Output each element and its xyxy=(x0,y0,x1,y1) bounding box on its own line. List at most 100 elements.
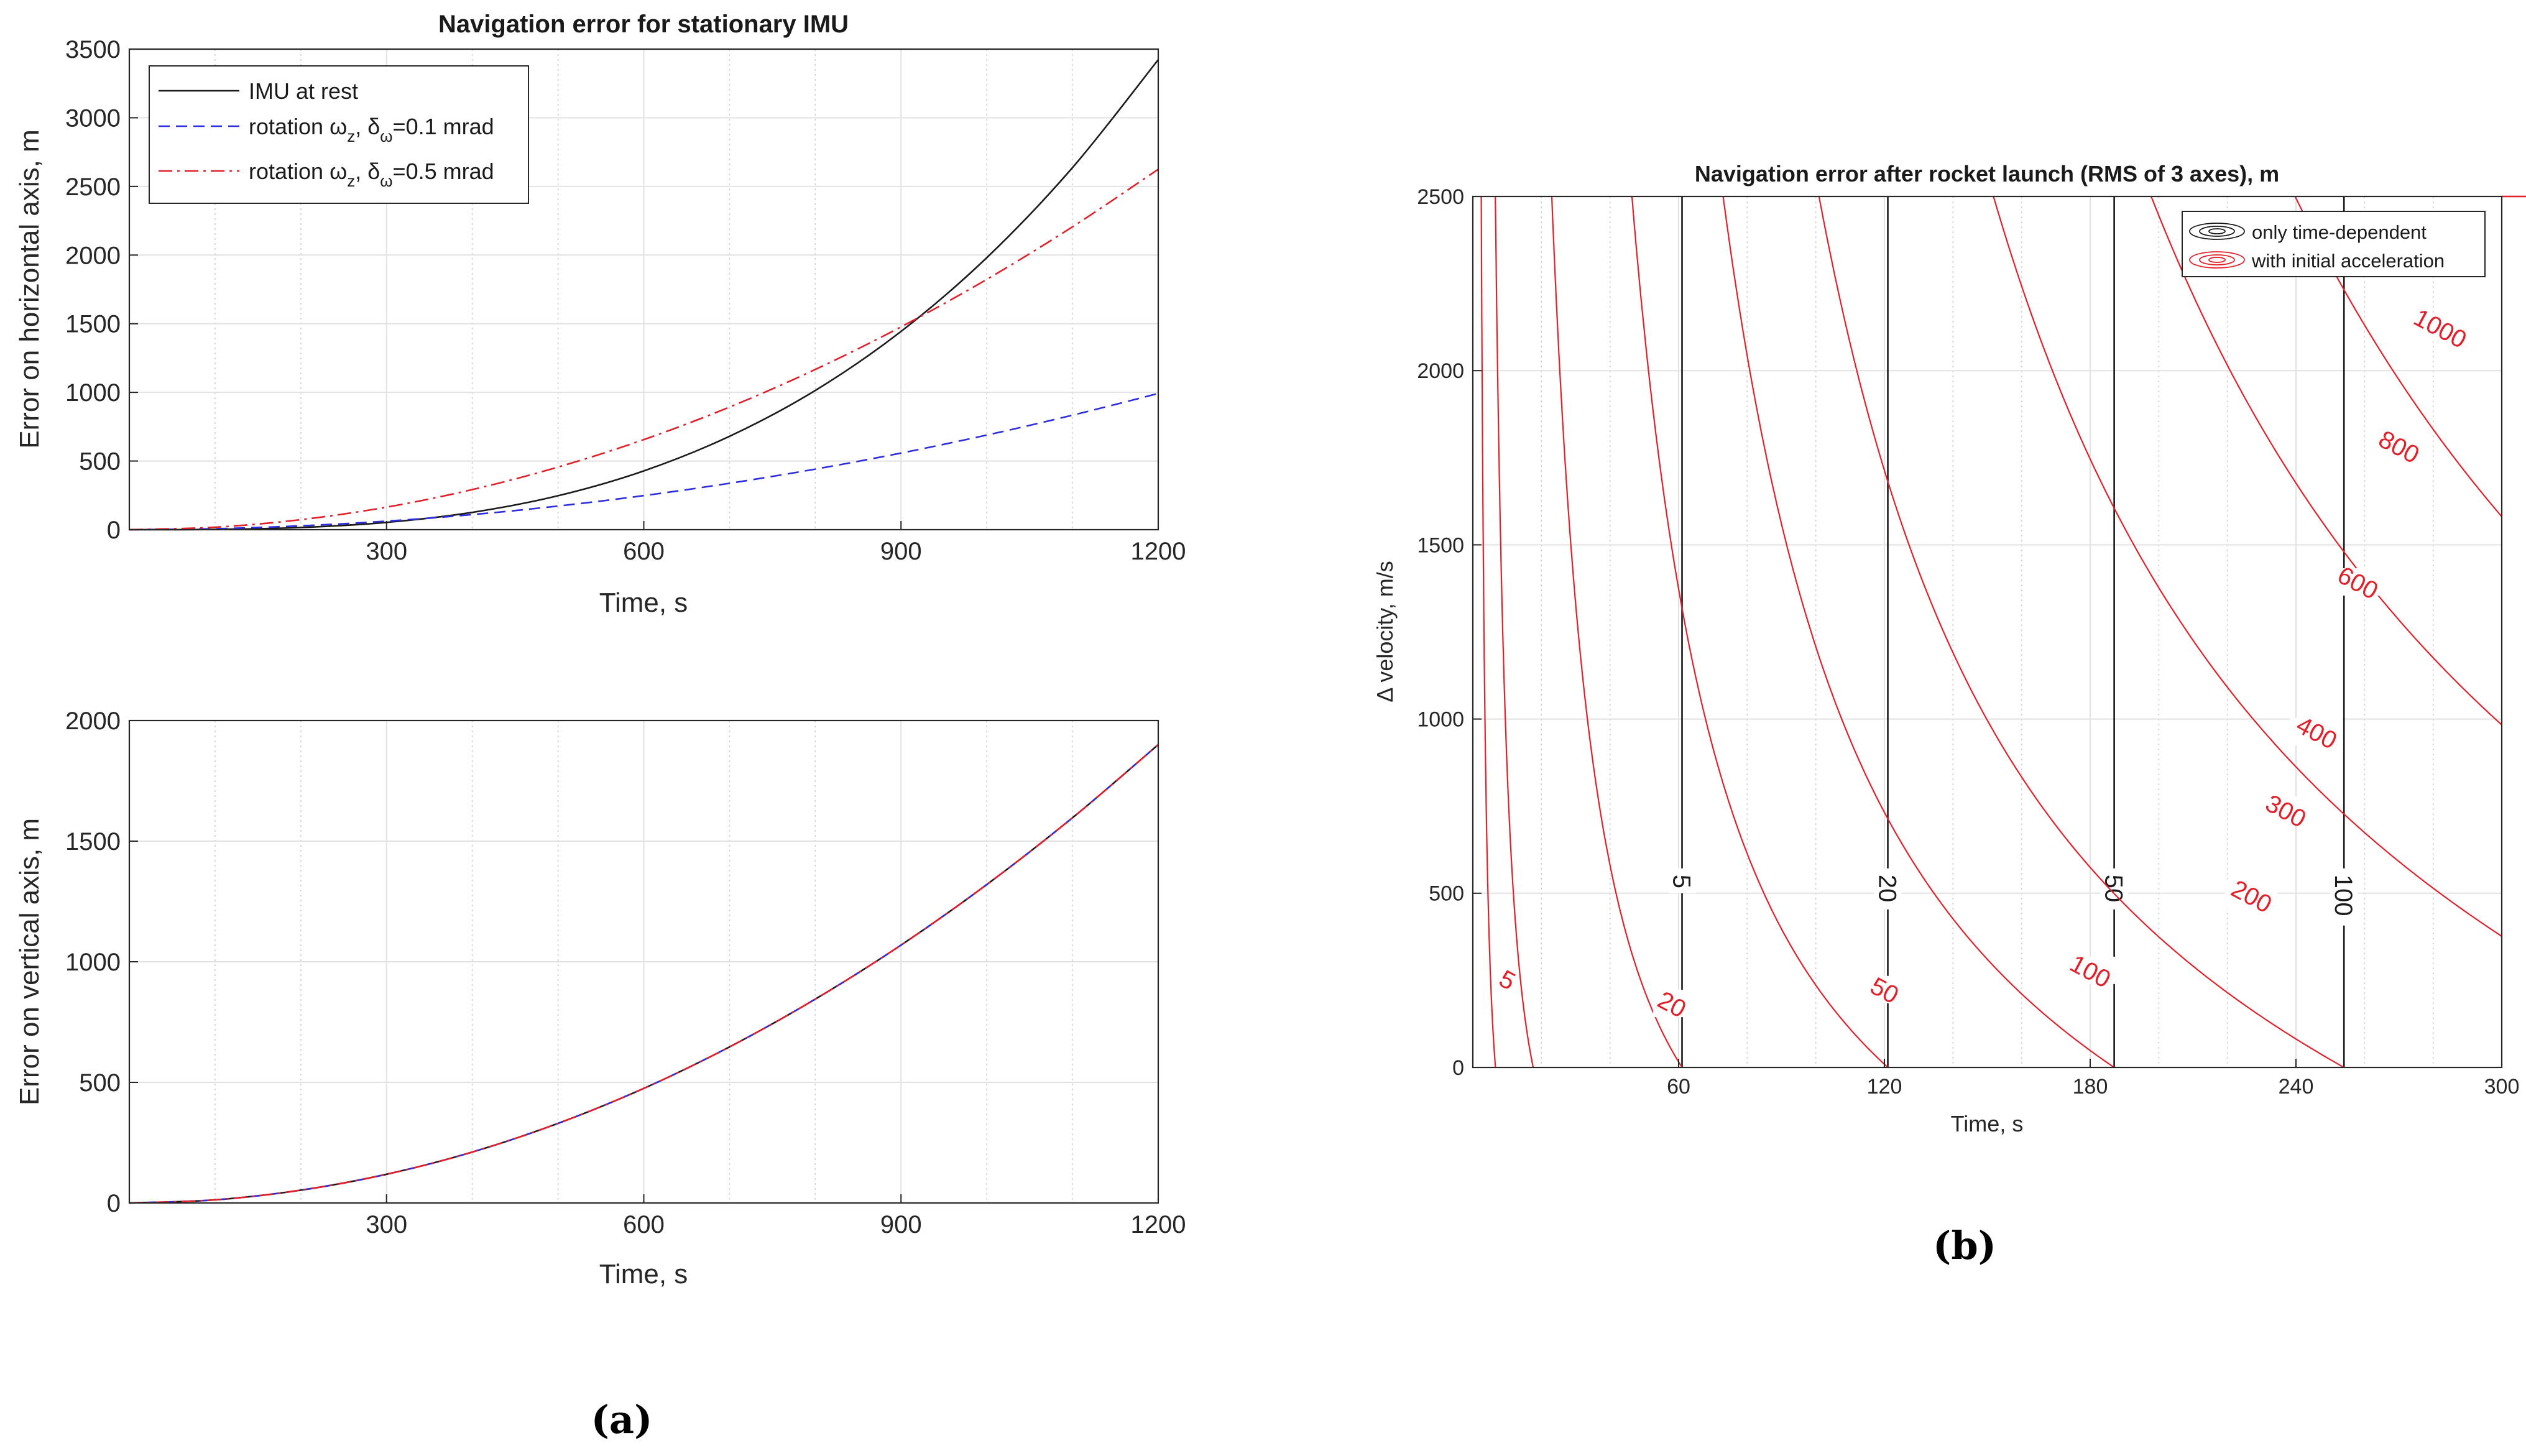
x-tick-label: 600 xyxy=(623,538,665,565)
y-tick-label: 3000 xyxy=(65,104,121,132)
x-tick-label: 120 xyxy=(1867,1075,1902,1099)
chart-title: Navigation error for stationary IMU xyxy=(438,11,849,38)
contour-label-bg xyxy=(2330,868,2358,926)
y-tick-label: 1500 xyxy=(1417,533,1464,557)
y-axis-label: Error on horizontal axis, m xyxy=(14,129,45,449)
contour-label-bg xyxy=(1866,975,1903,1003)
chart-title: Navigation error after rocket launch (RM… xyxy=(1695,161,2279,187)
legend-entry: only time-dependent xyxy=(2189,221,2427,243)
plot-area xyxy=(1473,196,2502,1067)
contour-label-bg xyxy=(1874,868,1902,910)
contour-line-accel xyxy=(2150,196,2502,726)
vertical-error-chart: 300 600 900 1200 0 500 1000 1500 2000 Time, s Er… xyxy=(14,707,1186,1289)
y-tick-label: 1500 xyxy=(65,828,121,855)
tick-labels: 60 120 180 240 300 0 500 1000 1500 2000 2500 xyxy=(1417,185,2519,1099)
contour-label: 50 xyxy=(2100,875,2127,903)
series-line-2 xyxy=(129,168,1159,531)
y-tick-label: 1500 xyxy=(65,311,121,338)
y-tick-label: 500 xyxy=(79,1069,121,1097)
x-axis-label: Time, s xyxy=(599,587,688,618)
contour-line-accel xyxy=(1631,196,1889,1068)
grid xyxy=(1473,196,2502,1067)
x-axis-label: Time, s xyxy=(1951,1111,2024,1136)
x-tick-label: 900 xyxy=(880,538,922,565)
y-tick-label: 3500 xyxy=(65,36,121,63)
y-tick-label: 1000 xyxy=(65,379,121,407)
grid xyxy=(129,49,1158,530)
contour-label-bg xyxy=(2290,718,2343,746)
legend-entry: IMU at rest xyxy=(159,78,358,104)
x-tick-label: 900 xyxy=(880,1211,922,1238)
grid xyxy=(129,721,1158,1203)
legend: IMU at rest rotation ωz, δω=0.1 mrad rot… xyxy=(149,65,529,204)
legend-entry: rotation ωz, δω=0.5 mrad xyxy=(159,159,494,190)
contour-swatch-icon xyxy=(2189,223,2245,240)
x-tick-label: 300 xyxy=(2484,1075,2520,1099)
legend-box xyxy=(2182,211,2486,277)
legend-entry: with initial acceleration xyxy=(2189,250,2445,272)
caption-b: (b) xyxy=(1933,1223,1996,1268)
x-tick-label: 240 xyxy=(2279,1075,2314,1099)
x-tick-label: 300 xyxy=(366,538,407,565)
contour-label-bg xyxy=(2372,432,2425,460)
y-tick-label: 2000 xyxy=(65,707,121,735)
contour-label: 20 xyxy=(1874,875,1901,903)
x-tick-label: 600 xyxy=(623,1211,665,1238)
x-tick-label: 60 xyxy=(1667,1075,1690,1099)
contour-label: 5 xyxy=(1668,875,1695,888)
contour-label-bg xyxy=(1496,965,1519,993)
series-group xyxy=(129,59,1159,531)
series-line-2 xyxy=(129,744,1159,1204)
x-tick-label: 1200 xyxy=(1131,538,1186,565)
contour-label-bg xyxy=(1653,990,1690,1018)
y-tick-label: 0 xyxy=(107,1190,121,1217)
contour-line-accel-near-origin xyxy=(1495,196,1534,1068)
contour-label-bg xyxy=(2331,568,2384,596)
y-tick-label: 1000 xyxy=(1417,708,1464,732)
caption-a: (a) xyxy=(591,1397,653,1442)
y-tick-label: 2000 xyxy=(65,242,121,269)
contour-line-accel xyxy=(1818,196,2344,1068)
tick-labels: 300 600 900 1200 0 500 1000 1500 2000 2500 3000 350… xyxy=(65,36,1186,565)
y-tick-label: 0 xyxy=(1452,1056,1464,1080)
y-tick-label: 0 xyxy=(107,517,121,544)
legend-label: only time-dependent xyxy=(2252,221,2427,243)
y-tick-label: 1000 xyxy=(65,949,121,976)
x-tick-label: 300 xyxy=(366,1211,407,1238)
series-line-1 xyxy=(129,392,1159,531)
tick-labels: 300 600 900 1200 0 500 1000 1500 2000 xyxy=(65,707,1186,1238)
contour-line-accel-near-origin xyxy=(1480,196,1496,1068)
legend-label: rotation ωz, δω=0.1 mrad xyxy=(249,114,494,145)
contour-line-accel xyxy=(1722,196,2115,1068)
y-axis-label: Error on vertical axis, m xyxy=(14,818,45,1105)
contour-label-bg xyxy=(2225,882,2278,910)
contour-swatch-icon xyxy=(2189,251,2245,269)
x-tick-label: 180 xyxy=(2073,1075,2108,1099)
legend-label: IMU at rest xyxy=(249,78,358,104)
y-tick-label: 2000 xyxy=(1417,359,1464,383)
legend-label: rotation ωz, δω=0.5 mrad xyxy=(249,159,494,190)
contour-line-accel xyxy=(1993,196,2502,937)
series-group xyxy=(129,744,1159,1204)
y-tick-label: 500 xyxy=(79,448,121,476)
contour-label-bg xyxy=(2406,313,2474,341)
contour-label-bg xyxy=(1668,868,1696,893)
legend-label: with initial acceleration xyxy=(2251,250,2445,272)
series-line-0 xyxy=(129,59,1159,531)
y-axis-label: Δ velocity, m/s xyxy=(1372,561,1398,702)
y-tick-label: 2500 xyxy=(65,173,121,201)
contour-label-bg xyxy=(2259,796,2312,824)
x-tick-label: 1200 xyxy=(1131,1211,1186,1238)
y-tick-label: 2500 xyxy=(1417,185,1464,209)
x-axis-label: Time, s xyxy=(599,1259,688,1289)
horizontal-error-chart: 300 600 900 1200 0 500 1000 1500 2000 2500 3000 350… xyxy=(14,11,1186,618)
contour-label: 100 xyxy=(2330,875,2357,916)
legend: only time-dependent with initial acceler… xyxy=(2182,211,2486,277)
legend-box xyxy=(149,65,529,204)
plot-frame xyxy=(1472,195,2503,1069)
contour-label-bg xyxy=(2064,956,2116,984)
legend-entry: rotation ωz, δω=0.1 mrad xyxy=(159,114,494,145)
y-tick-label: 500 xyxy=(1429,882,1464,906)
